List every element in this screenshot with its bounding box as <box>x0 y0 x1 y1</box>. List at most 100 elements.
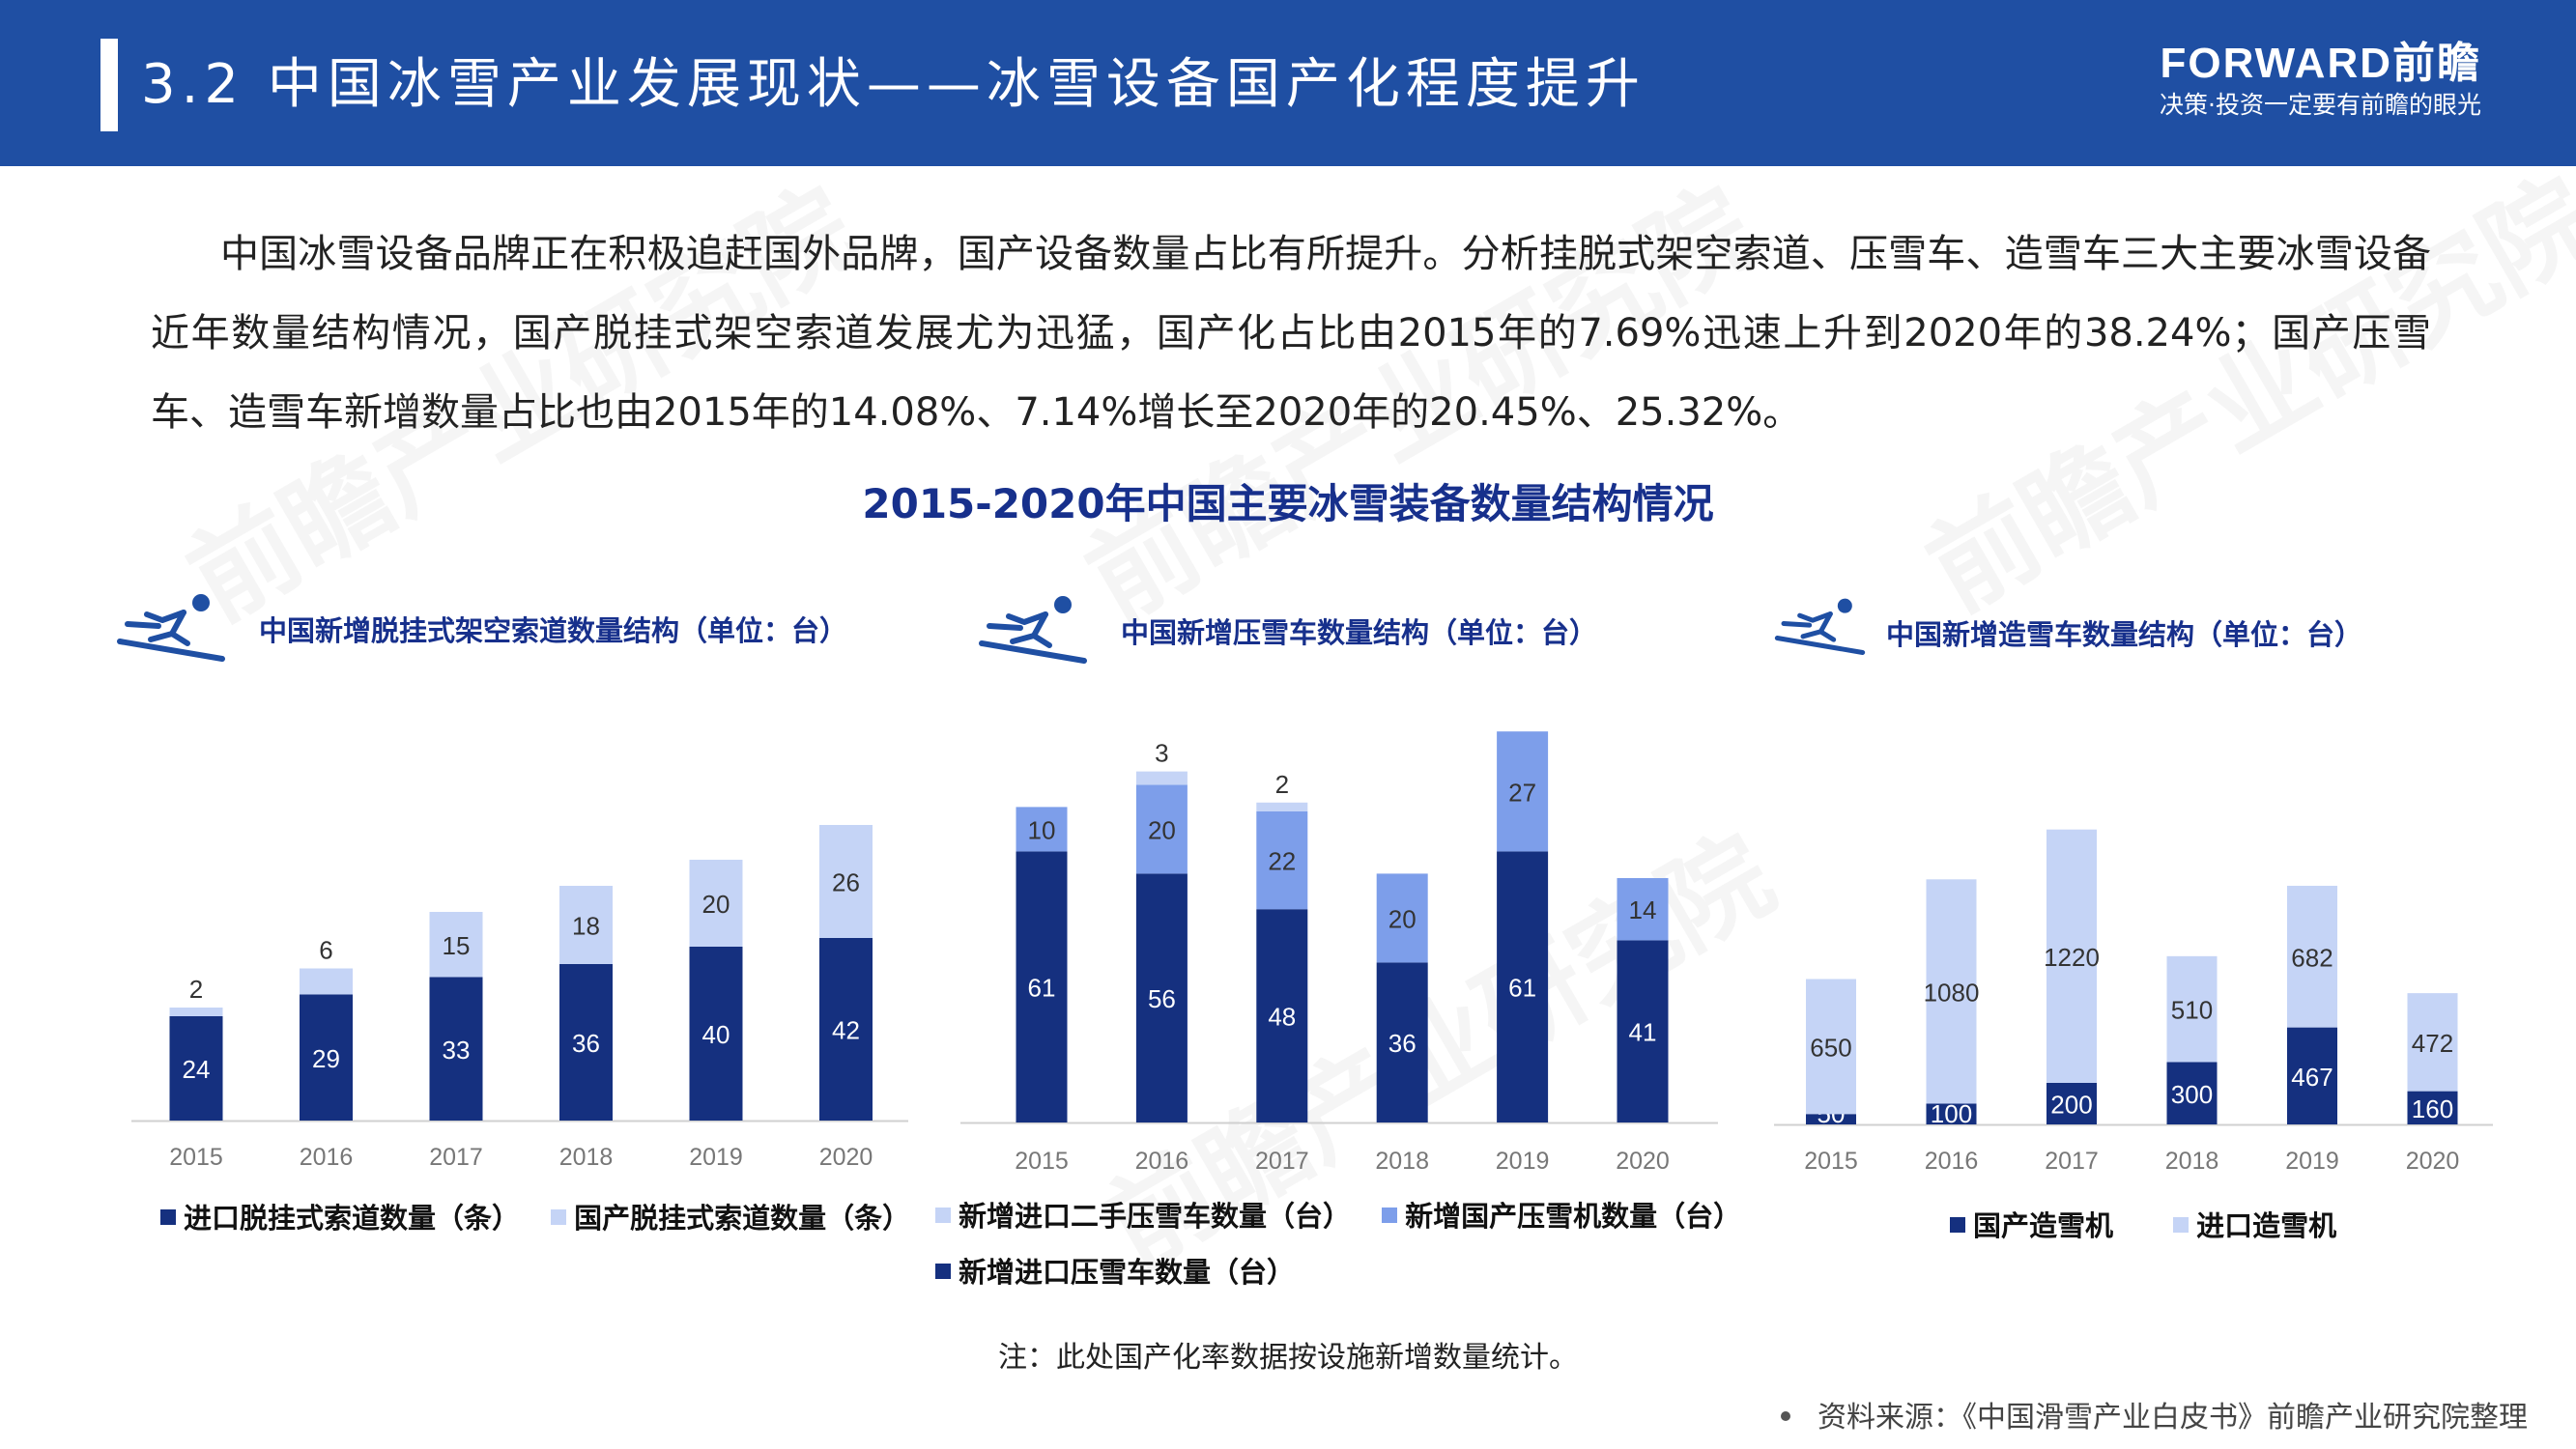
page-title: 3.2 中国冰雪产业发展现状——冰雪设备国产化程度提升 <box>141 53 1646 116</box>
data-label: 33 <box>443 1036 471 1065</box>
brand-logo: FORWARD前瞻 决策·投资一定要有前瞻的眼光 <box>2160 39 2481 122</box>
header-accent-bar <box>100 39 118 131</box>
bar-segment <box>2046 1083 2097 1124</box>
bar-segment <box>2407 993 2458 1092</box>
bar-segment <box>1806 1114 1856 1124</box>
x-tick-label: 2020 <box>2406 1148 2460 1175</box>
bar-segment <box>300 994 353 1121</box>
data-label: 36 <box>1388 1029 1417 1058</box>
data-label: 2 <box>189 975 203 1004</box>
data-label: 14 <box>1629 895 1657 924</box>
x-tick-label: 2015 <box>1015 1148 1069 1175</box>
data-label: 682 <box>2291 943 2333 972</box>
skier-icon <box>117 594 225 662</box>
legend-label: 国产脱挂式索道数量（条） <box>574 1202 911 1235</box>
bar-segment <box>2046 829 2097 1083</box>
data-label: 20 <box>1388 904 1417 933</box>
x-tick-label: 2019 <box>1496 1148 1550 1175</box>
legend-item: 国产脱挂式索道数量（条） <box>551 1196 910 1236</box>
bar-segment <box>819 825 873 938</box>
bar-segment <box>1497 851 1549 1122</box>
bar-segment <box>1926 1103 1977 1124</box>
legend-label: 国产造雪机 <box>1973 1209 2114 1242</box>
logo-slogan: 决策·投资一定要有前瞻的眼光 <box>2160 91 2481 119</box>
bar-segment <box>2287 1027 2337 1124</box>
legend-item: 国产造雪机 <box>1950 1204 2113 1244</box>
legend-swatch <box>551 1209 567 1225</box>
data-label: 22 <box>1268 847 1296 876</box>
legend-item: 新增进口压雪车数量（台） <box>935 1244 1295 1300</box>
data-label: 1080 <box>1924 978 1980 1007</box>
bar-segment <box>1256 802 1308 811</box>
data-label: 510 <box>2171 996 2213 1025</box>
data-label: 40 <box>702 1020 730 1049</box>
x-tick-label: 2018 <box>2165 1148 2219 1175</box>
data-label: 42 <box>832 1016 860 1045</box>
data-label: 10 <box>1028 815 1056 844</box>
x-tick-label: 2017 <box>429 1144 483 1171</box>
logo-name: FORWARD前瞻 <box>2160 40 2481 87</box>
bar-segment <box>1497 731 1549 852</box>
x-tick-label: 2018 <box>1375 1148 1429 1175</box>
bar-segment <box>559 964 613 1121</box>
data-label: 26 <box>832 868 860 897</box>
x-tick-label: 2017 <box>2045 1148 2099 1175</box>
bar-segment <box>1376 962 1428 1122</box>
x-tick-label: 2020 <box>1616 1148 1670 1175</box>
data-label: 56 <box>1148 984 1176 1013</box>
footnote: 注：此处国产化率数据按设施新增数量统计。 <box>998 1341 1578 1375</box>
data-label: 160 <box>2412 1094 2453 1123</box>
chart-1-legend: 进口脱挂式索道数量（条） 国产脱挂式索道数量（条） <box>160 1196 931 1236</box>
summary-paragraph: 中国冰雪设备品牌正在积极追赶国外品牌，国产设备数量占比有所提升。分析挂脱式架空索… <box>151 232 2431 435</box>
bar-segment <box>169 1008 223 1016</box>
legend-swatch <box>935 1264 951 1279</box>
chart-3-title: 中国新增造雪车数量结构（单位：台） <box>1886 618 2363 651</box>
bar-segment <box>689 947 743 1121</box>
legend-swatch <box>160 1209 176 1225</box>
legend-swatch <box>1382 1208 1398 1223</box>
data-label: 472 <box>2412 1029 2453 1058</box>
source-citation: 资料来源：《中国滑雪产业白皮书》前瞻产业研究院整理 <box>1781 1393 2528 1435</box>
bar-segment <box>1926 879 1977 1104</box>
data-label: 300 <box>2171 1080 2213 1109</box>
x-tick-label: 2017 <box>1255 1148 1309 1175</box>
bar-segment <box>2166 955 2218 1063</box>
bar-segment <box>1617 878 1669 941</box>
bar-segment <box>1617 940 1669 1122</box>
bar-segment <box>429 912 483 978</box>
x-tick-label: 2016 <box>1135 1148 1189 1175</box>
chart-1-title: 中国新增脱挂式架空索道数量结构（单位：台） <box>259 614 848 647</box>
bullet-icon <box>1781 1411 1790 1421</box>
data-label: 24 <box>183 1055 211 1084</box>
bar-segment <box>300 968 353 995</box>
data-label: 41 <box>1629 1018 1657 1047</box>
data-label: 200 <box>2050 1091 2092 1120</box>
skier-icon <box>1774 598 1866 655</box>
skier-icon <box>979 596 1087 664</box>
data-label: 2 <box>1275 770 1289 799</box>
x-tick-label: 2016 <box>300 1144 354 1171</box>
data-label: 18 <box>572 912 600 941</box>
chart-3-legend: 国产造雪机 进口造雪机 <box>1950 1204 2358 1244</box>
data-label: 20 <box>1148 815 1176 844</box>
x-tick-label: 2015 <box>169 1144 223 1171</box>
bar-segment <box>689 860 743 947</box>
data-label: 100 <box>1931 1099 1972 1128</box>
bar-segment <box>1376 873 1428 963</box>
bar-segment <box>1135 771 1188 785</box>
legend-label: 新增进口压雪车数量（台） <box>959 1256 1296 1289</box>
bar-segment <box>1256 811 1308 910</box>
bar-segment <box>1016 807 1068 852</box>
x-tick-label: 2015 <box>1804 1148 1858 1175</box>
data-label: 3 <box>1155 739 1168 768</box>
header-banner: 3.2 中国冰雪产业发展现状——冰雪设备国产化程度提升 FORWARD前瞻 决策… <box>0 0 2576 166</box>
bar-segment <box>1256 909 1308 1122</box>
x-tick-label: 2018 <box>559 1144 614 1171</box>
chart-2-legend: 新增进口二手压雪车数量（台） 新增国产压雪机数量（台） 新增进口压雪车数量（台） <box>935 1188 1762 1300</box>
legend-label: 新增国产压雪机数量（台） <box>1405 1200 1742 1233</box>
x-tick-label: 2020 <box>819 1144 873 1171</box>
bar-segment <box>429 977 483 1121</box>
data-label: 48 <box>1268 1003 1296 1032</box>
data-label: 27 <box>1508 778 1536 807</box>
main-chart-title: 2015-2020年中国主要冰雪装备数量结构情况 <box>862 480 1714 527</box>
